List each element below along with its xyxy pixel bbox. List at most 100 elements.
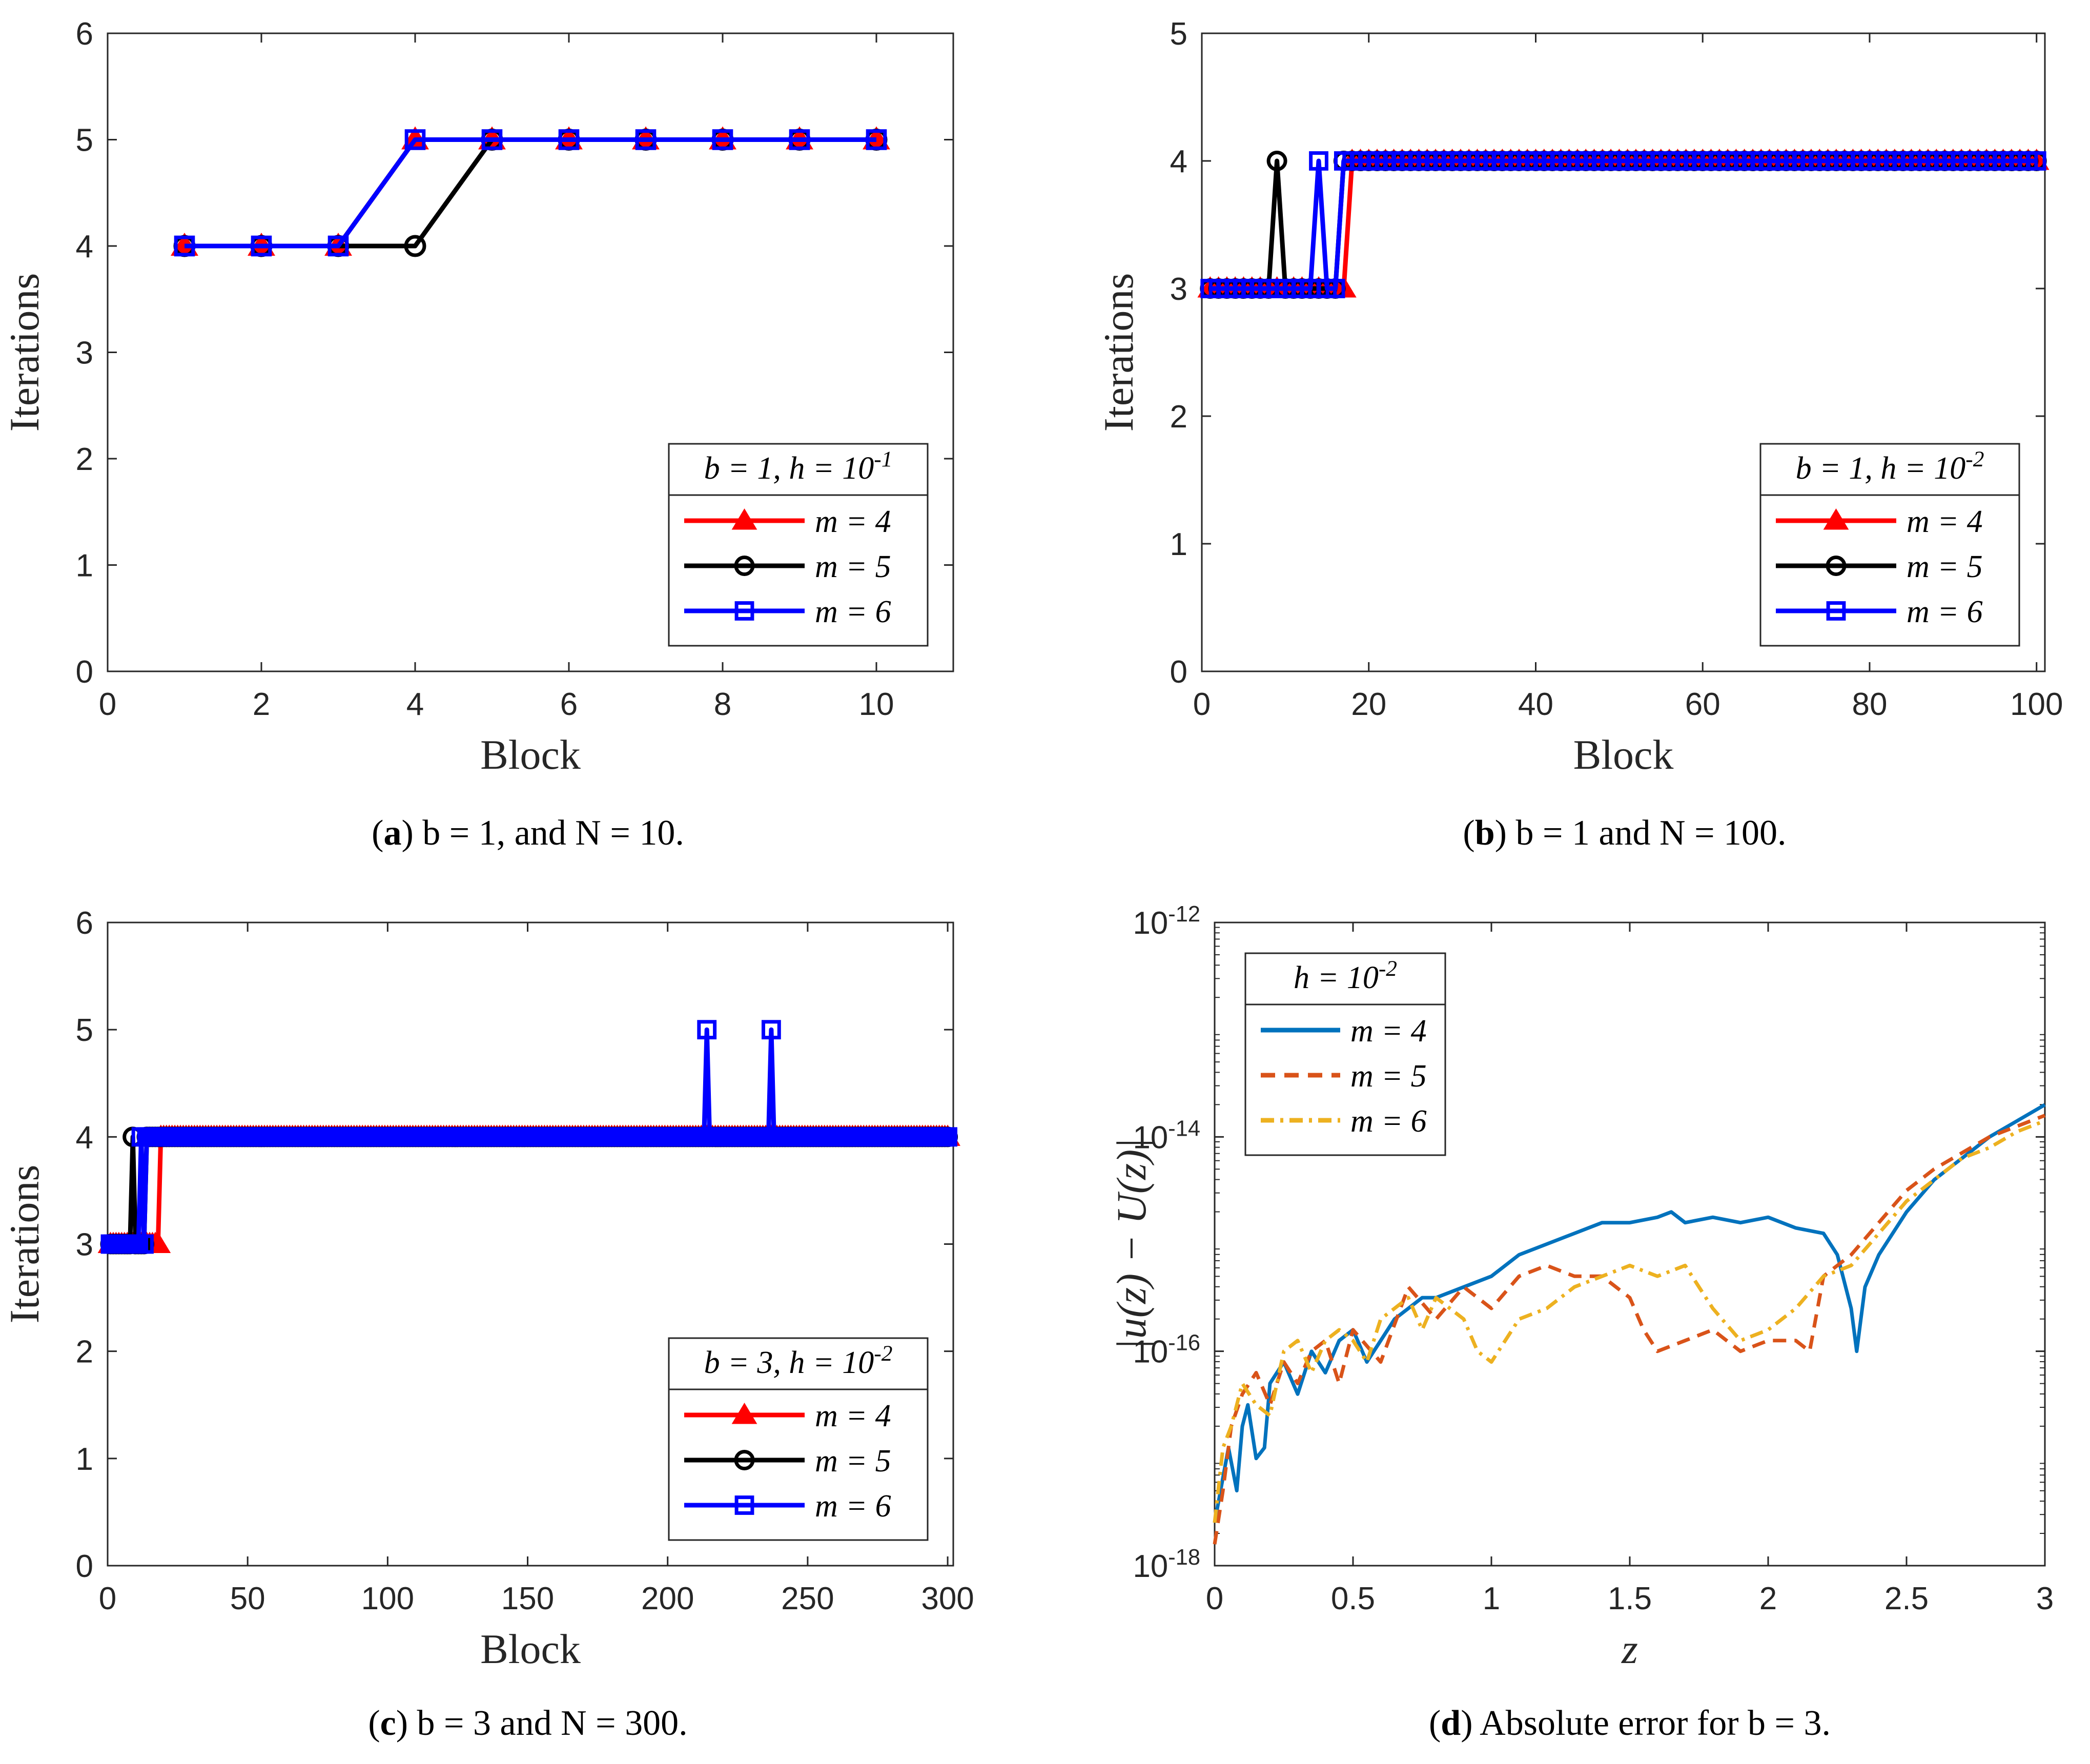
panel-a: 0 2 4 6 8 10 0 1 2 3 4 5 6 Block Iterations b = 1, h = … (1, 16, 954, 853)
x-tick-label: 0 (1193, 687, 1211, 722)
x-tick-label: 50 (230, 1581, 265, 1616)
data-point (1309, 151, 1328, 171)
x-tick-label: 0.5 (1331, 1581, 1375, 1616)
legend-entry: m = 5 (815, 549, 891, 584)
y-tick-label: 5 (76, 123, 93, 158)
data-point (404, 129, 426, 150)
legend-title: b = 1, h = 10-2 (1796, 447, 1984, 486)
x-tick-label: 80 (1852, 687, 1887, 722)
y-tick-label: 3 (76, 1227, 93, 1263)
x-axis-label: Block (480, 731, 581, 778)
data-point (761, 1020, 781, 1040)
data-point (251, 235, 272, 257)
legend-entry: m = 4 (1350, 1014, 1427, 1049)
x-tick-label: 1.5 (1608, 1581, 1652, 1616)
x-tick-label: 0 (99, 687, 116, 722)
x-tick-label: 20 (1351, 687, 1386, 722)
y-tick-label: 1 (76, 1442, 93, 1477)
legend-title: h = 10-2 (1294, 956, 1397, 995)
x-tick-label: 4 (406, 687, 424, 722)
legend-marker (734, 1495, 754, 1515)
legend-title: b = 3, h = 10-2 (704, 1341, 893, 1380)
x-tick-label: 0 (99, 1581, 116, 1616)
x-tick-label: 2 (253, 687, 270, 722)
x-tick-label: 1 (1483, 1581, 1500, 1616)
panel-caption: (d) Absolute error for b = 3. (1429, 1704, 1831, 1743)
x-tick-label: 3 (2036, 1581, 2054, 1616)
legend-entry: m = 4 (815, 1399, 891, 1433)
x-tick-label: 2 (1759, 1581, 1777, 1616)
panel-caption: (c) b = 3 and N = 300. (368, 1704, 687, 1743)
series-line-m=5 (1213, 1114, 2046, 1545)
x-axis-label: Block (480, 1626, 581, 1672)
y-axis-label: |u(z) − U(z)| (1108, 1138, 1155, 1350)
data-point (174, 235, 195, 257)
x-tick-label: 8 (714, 687, 731, 722)
series-m=6 (174, 129, 887, 257)
series-line (1210, 158, 2037, 291)
data-point (712, 129, 733, 150)
y-tick-label: 10-14 (1133, 1116, 1200, 1155)
y-tick-label: 10-18 (1133, 1545, 1200, 1584)
panel-d: 0 0.5 1 1.5 2 2.5 3 10-18 10-16 10-14 10-12 z |u(z) … (1108, 902, 2054, 1743)
legend-marker (734, 601, 754, 621)
data-point (635, 129, 657, 150)
x-tick-label: 2.5 (1884, 1581, 1929, 1616)
y-tick-label: 0 (76, 654, 93, 690)
y-tick-label: 2 (76, 442, 93, 477)
series-m=6 (1200, 151, 2046, 298)
y-axis-label: Iterations (1, 273, 48, 432)
legend-marker (731, 508, 757, 530)
legend-entry: m = 5 (815, 1444, 891, 1479)
y-tick-label: 2 (76, 1335, 93, 1370)
y-tick-label: 3 (76, 336, 93, 371)
data-point (327, 235, 349, 257)
x-tick-label: 200 (641, 1581, 694, 1616)
legend-entry: m = 6 (815, 1489, 891, 1524)
y-tick-label: 6 (76, 16, 93, 52)
x-tick-label: 40 (1518, 687, 1553, 722)
series-line-m=6 (1213, 1119, 2046, 1523)
legend-marker (731, 1403, 757, 1424)
y-tick-label: 5 (76, 1013, 93, 1048)
panel-caption: (b) b = 1 and N = 100. (1463, 813, 1786, 853)
panel-c: 0 50 100 150 200 250 300 0 1 2 3 4 5 6 Block Iterations… (1, 906, 974, 1743)
legend-marker (1826, 556, 1847, 576)
data-point (697, 1020, 717, 1040)
data-point (1325, 279, 1345, 298)
x-tick-label: 6 (560, 687, 578, 722)
panel-caption: (a) b = 1, and N = 10. (372, 813, 684, 853)
series-line (185, 137, 876, 249)
legend-marker (1826, 601, 1846, 621)
y-tick-label: 10-16 (1133, 1331, 1200, 1370)
series-m=6 (100, 1020, 957, 1254)
data-point (2026, 151, 2046, 171)
data-point (558, 129, 580, 150)
x-tick-label: 150 (501, 1581, 554, 1616)
y-axis-label: Iterations (1095, 273, 1142, 432)
data-point (1266, 151, 1287, 171)
legend-entry: m = 6 (815, 594, 891, 629)
y-tick-label: 4 (76, 229, 93, 264)
y-tick-label: 6 (76, 906, 93, 941)
y-tick-label: 0 (1170, 654, 1187, 690)
legend-title: b = 1, h = 10-1 (704, 447, 893, 486)
legend-entry: m = 5 (1907, 549, 1983, 584)
data-point (866, 129, 887, 150)
y-tick-label: 2 (1170, 399, 1187, 435)
y-tick-label: 5 (1170, 16, 1187, 52)
x-tick-label: 60 (1685, 687, 1720, 722)
x-tick-label: 100 (361, 1581, 414, 1616)
data-point (789, 129, 810, 150)
y-tick-label: 4 (1170, 144, 1187, 179)
y-tick-label: 10-12 (1133, 902, 1200, 941)
y-tick-label: 0 (76, 1549, 93, 1584)
legend-entry: m = 5 (1350, 1059, 1427, 1094)
data-point (481, 129, 503, 150)
y-tick-label: 3 (1170, 272, 1187, 307)
legend-entry: m = 6 (1907, 594, 1983, 629)
x-tick-label: 10 (859, 687, 894, 722)
data-point (134, 1234, 154, 1254)
legend-marker (734, 1450, 755, 1470)
